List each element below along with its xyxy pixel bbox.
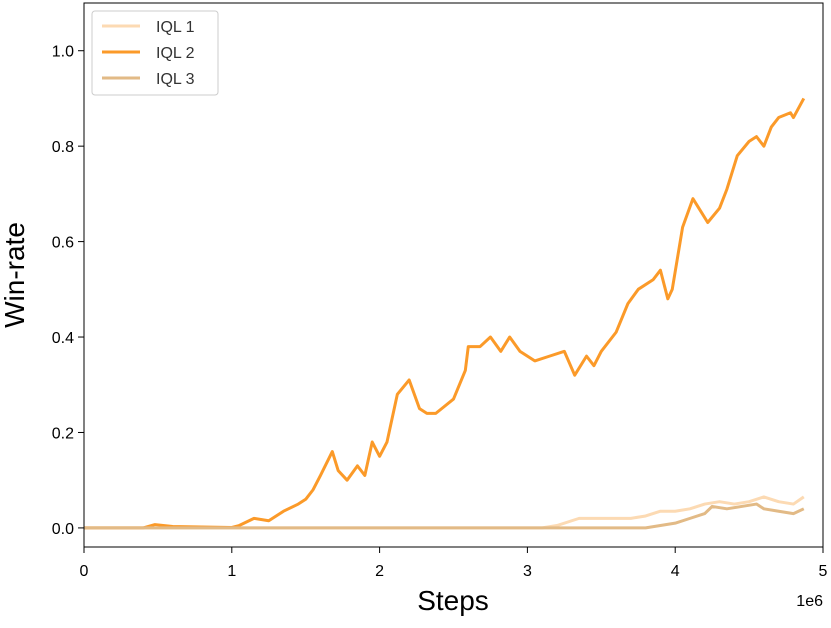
y-tick-label: 0.8 xyxy=(52,139,74,156)
legend-box xyxy=(91,10,219,96)
x-tick-label: 1 xyxy=(227,563,236,580)
legend-label: IQL 1 xyxy=(156,19,195,36)
series-line xyxy=(84,502,805,530)
series-line xyxy=(84,495,805,530)
series-line xyxy=(84,97,806,530)
y-tick-label: 0.6 xyxy=(52,235,74,252)
y-tick-label: 0.0 xyxy=(52,521,74,538)
y-tick-label: 0.4 xyxy=(52,330,74,347)
x-axis-label: Steps xyxy=(417,585,489,616)
y-tick-label: 1.0 xyxy=(52,44,74,61)
legend: IQL 1 IQL 2 IQL 3 xyxy=(91,10,219,96)
x-tick-label: 2 xyxy=(375,563,384,580)
x-tick-label: 5 xyxy=(819,563,828,580)
legend-label: IQL 3 xyxy=(156,71,195,88)
x-tick-label: 4 xyxy=(671,563,680,580)
x-tick-label: 3 xyxy=(523,563,532,580)
legend-label: IQL 2 xyxy=(156,45,195,62)
x-tick-label: 0 xyxy=(80,563,89,580)
x-offset-label: 1e6 xyxy=(796,593,823,610)
plot-frame xyxy=(83,2,824,548)
y-tick-label: 0.2 xyxy=(52,425,74,442)
y-axis-label: Win-rate xyxy=(0,222,30,328)
